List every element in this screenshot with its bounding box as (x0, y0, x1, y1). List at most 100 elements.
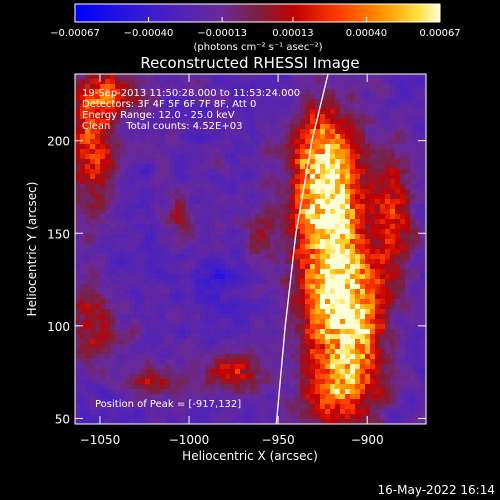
heatmap-cell (295, 394, 301, 400)
heatmap-cell (370, 134, 376, 140)
heatmap-cell (255, 194, 261, 200)
heatmap-cell (120, 259, 126, 265)
heatmap-cell (415, 174, 421, 180)
heatmap-cell (325, 344, 331, 350)
heatmap-cell (200, 314, 206, 320)
heatmap-cell (125, 134, 131, 140)
heatmap-cell (270, 264, 276, 270)
heatmap-cell (380, 269, 386, 275)
heatmap-cell (155, 314, 161, 320)
heatmap-cell (230, 259, 236, 265)
heatmap-cell (260, 104, 266, 110)
heatmap-cell (190, 354, 196, 360)
heatmap-cell (250, 389, 256, 395)
heatmap-cell (390, 124, 396, 130)
heatmap-cell (230, 139, 236, 145)
heatmap-cell (125, 229, 131, 235)
heatmap-cell (385, 344, 391, 350)
heatmap-cell (120, 339, 126, 345)
heatmap-cell (125, 289, 131, 295)
heatmap-cell (350, 124, 356, 130)
heatmap-cell (190, 349, 196, 355)
heatmap-cell (165, 274, 171, 280)
heatmap-cell (75, 309, 81, 315)
heatmap-cell (215, 144, 221, 150)
heatmap-cell (315, 119, 321, 125)
heatmap-cell (210, 399, 216, 405)
heatmap-cell (345, 234, 351, 240)
heatmap-cell (165, 389, 171, 395)
heatmap-cell (160, 414, 166, 420)
heatmap-cell (340, 409, 346, 415)
heatmap-cell (380, 129, 386, 135)
heatmap-cell (420, 119, 426, 125)
heatmap-cell (300, 169, 306, 175)
heatmap-cell (90, 254, 96, 260)
heatmap-cell (370, 379, 376, 385)
heatmap-cell (410, 224, 416, 230)
heatmap-cell (290, 159, 296, 165)
heatmap-cell (350, 219, 356, 225)
heatmap-cell (225, 374, 231, 380)
heatmap-cell (270, 334, 276, 340)
heatmap-cell (215, 304, 221, 310)
heatmap-cell (300, 74, 306, 80)
heatmap-cell (125, 189, 131, 195)
heatmap-cell (260, 364, 266, 370)
heatmap-cell (230, 234, 236, 240)
heatmap-cell (410, 324, 416, 330)
heatmap-cell (185, 89, 191, 95)
heatmap-cell (400, 109, 406, 115)
heatmap-cell (385, 199, 391, 205)
heatmap-cell (190, 294, 196, 300)
heatmap-cell (370, 369, 376, 375)
heatmap-cell (90, 94, 96, 100)
heatmap-cell (285, 364, 291, 370)
heatmap-cell (405, 264, 411, 270)
heatmap-cell (190, 139, 196, 145)
heatmap-cell (410, 149, 416, 155)
heatmap-cell (360, 294, 366, 300)
heatmap-cell (260, 229, 266, 235)
heatmap-cell (205, 304, 211, 310)
heatmap-cell (350, 184, 356, 190)
heatmap-cell (190, 264, 196, 270)
heatmap-cell (155, 194, 161, 200)
heatmap-cell (165, 399, 171, 405)
heatmap-cell (195, 294, 201, 300)
heatmap-cell (80, 189, 86, 195)
heatmap-cell (280, 244, 286, 250)
heatmap-cell (250, 379, 256, 385)
heatmap-cell (290, 209, 296, 215)
heatmap-cell (360, 224, 366, 230)
heatmap-cell (175, 319, 181, 325)
heatmap-cell (100, 169, 106, 175)
heatmap-cell (255, 129, 261, 135)
heatmap-cell (415, 334, 421, 340)
heatmap-cell (310, 389, 316, 395)
heatmap-cell (75, 174, 81, 180)
heatmap-cell (375, 359, 381, 365)
heatmap-cell (390, 334, 396, 340)
heatmap-cell (105, 159, 111, 165)
heatmap-cell (125, 414, 131, 420)
heatmap-cell (375, 129, 381, 135)
heatmap-cell (90, 284, 96, 290)
heatmap-cell (345, 104, 351, 110)
heatmap-cell (350, 389, 356, 395)
heatmap-cell (75, 389, 81, 395)
heatmap-cell (260, 214, 266, 220)
heatmap-cell (80, 259, 86, 265)
heatmap-cell (315, 154, 321, 160)
heatmap-cell (105, 324, 111, 330)
heatmap-cell (325, 224, 331, 230)
heatmap-cell (215, 149, 221, 155)
heatmap-cell (305, 199, 311, 205)
heatmap-cell (185, 99, 191, 105)
heatmap-cell (125, 304, 131, 310)
heatmap-cell (360, 314, 366, 320)
heatmap-cell (275, 169, 281, 175)
heatmap-cell (115, 204, 121, 210)
heatmap-cell (280, 289, 286, 295)
heatmap-cell (150, 194, 156, 200)
